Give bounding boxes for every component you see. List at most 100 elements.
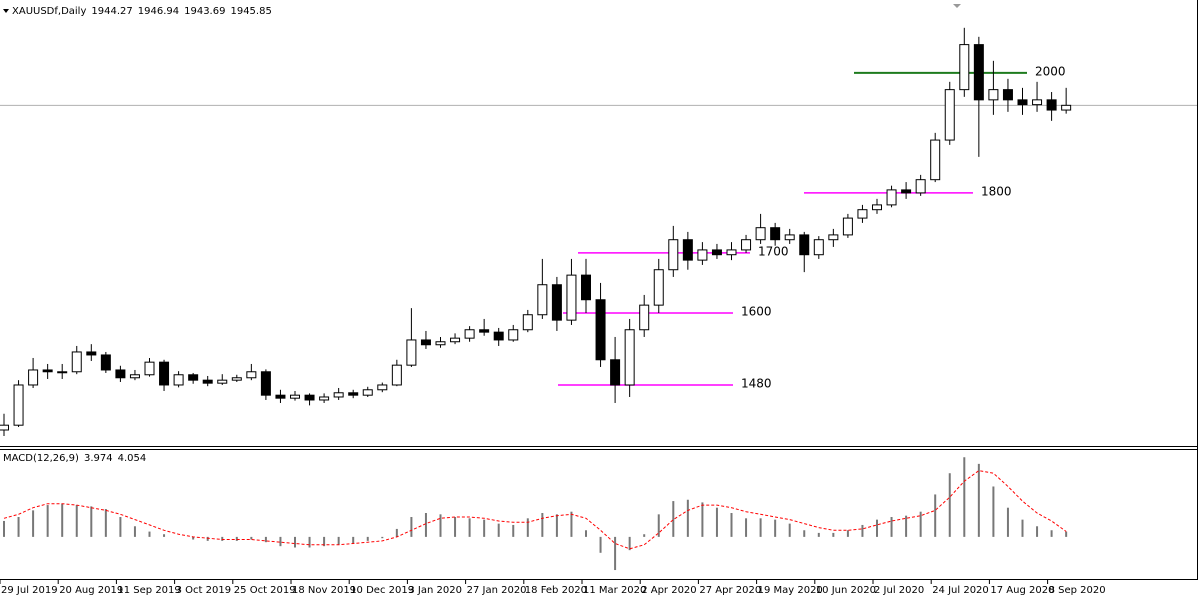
candle-body [755,227,766,241]
candle-body [886,189,897,206]
level-label: 1600 [741,304,772,318]
x-tick-label: 27 Apr 2020 [699,585,761,596]
candle-body [115,369,126,379]
candle-body [333,392,344,398]
candle-body [100,354,111,371]
level-label: 2000 [1035,64,1066,78]
candle-body [362,389,373,396]
indicator-value: 4.054 [118,453,147,464]
candle-body [653,269,664,306]
x-tick-label: 8 Sep 2020 [1049,585,1106,596]
candle-body [828,234,839,241]
x-tick-label: 10 Jun 2020 [816,585,876,596]
candle-body [435,341,446,346]
quote-value: 1943.69 [184,6,225,17]
candle-body [28,369,39,386]
candle-body [406,339,417,366]
x-tick-label: 27 Jan 2020 [467,585,527,596]
candle-body [377,384,388,391]
candle-body [217,379,228,384]
candle-body [188,374,199,381]
candle-body [741,239,752,251]
candle-body [988,89,999,101]
candle-body [71,351,82,373]
candle-body [872,204,882,211]
candle-body [129,374,140,379]
indicator-title: MACD(12,26,9) [3,453,79,464]
candle-body [610,359,621,386]
candle-body [697,249,708,261]
candle-body [1061,104,1072,111]
candle-body [639,304,650,331]
candle-body [682,239,693,261]
menu-triangle [3,9,9,13]
x-tick-label: 2 Jul 2020 [874,585,924,596]
candle-body [1017,99,1028,106]
candle-body [522,314,533,331]
candle-body [842,217,853,236]
x-tick-label: 3 Oct 2019 [176,585,231,596]
quote-value: 1944.27 [91,6,132,17]
x-tick-label: 29 Jul 2019 [1,585,58,596]
candle-body [537,284,548,316]
candle-body [1002,89,1013,101]
level-label: 1480 [741,376,772,390]
candle-body [13,384,24,426]
candle-body [173,374,184,386]
x-tick-label: 11 Sep 2019 [117,585,180,596]
x-tick-label: 11 Mar 2020 [583,585,646,596]
candle-body [595,299,606,361]
indicator-value: 3.974 [84,453,113,464]
candle-body [464,329,475,339]
candle-body [770,227,781,241]
candle-body [711,249,722,256]
candle-body [668,239,679,271]
candle-body [581,274,591,301]
candle-body [290,394,300,399]
candle-body [260,371,271,396]
x-tick-label: 18 Feb 2020 [525,585,587,596]
x-tick-label: 10 Dec 2019 [350,585,414,596]
candle-body [319,396,330,401]
candle-body [813,239,824,256]
candle-body [901,189,912,194]
symbol-title: XAUUSDf,Daily [12,6,86,17]
candle-body [159,361,170,386]
candle-body [202,379,213,384]
candle-body [624,329,635,386]
candle-body [1046,99,1057,111]
candle-body [799,234,810,256]
x-tick-label: 18 Nov 2019 [292,585,356,596]
candle-body [944,89,955,141]
candle-body [959,44,970,91]
candle-body [726,249,737,256]
candle-body [493,331,504,341]
x-tick-label: 25 Oct 2019 [234,585,296,596]
candle-body [915,179,926,194]
candle-body [1032,99,1043,106]
candle-body [566,274,577,321]
signal-line [3,470,1067,550]
candle-body [0,424,9,431]
x-tick-label: 24 Jul 2020 [932,585,989,596]
x-tick-label: 17 Aug 2020 [990,585,1054,596]
candle-body [231,377,242,381]
candle-body [420,339,431,346]
candle-body [857,209,868,219]
candle-body [450,337,461,343]
shift-marker [953,4,961,8]
candle-body [144,361,155,376]
x-tick-label: 3 Jan 2020 [408,585,462,596]
candle-body [784,234,795,241]
x-tick-label: 19 May 2020 [758,585,823,596]
candle-body [246,371,257,379]
level-label: 1700 [758,244,789,258]
level-label: 1800 [981,184,1012,198]
quote-value: 1946.94 [138,6,179,17]
x-tick-label: 2 Apr 2020 [641,585,696,596]
candle-body [508,329,519,341]
candle-body [391,364,402,386]
quote-value: 1945.85 [230,6,271,17]
